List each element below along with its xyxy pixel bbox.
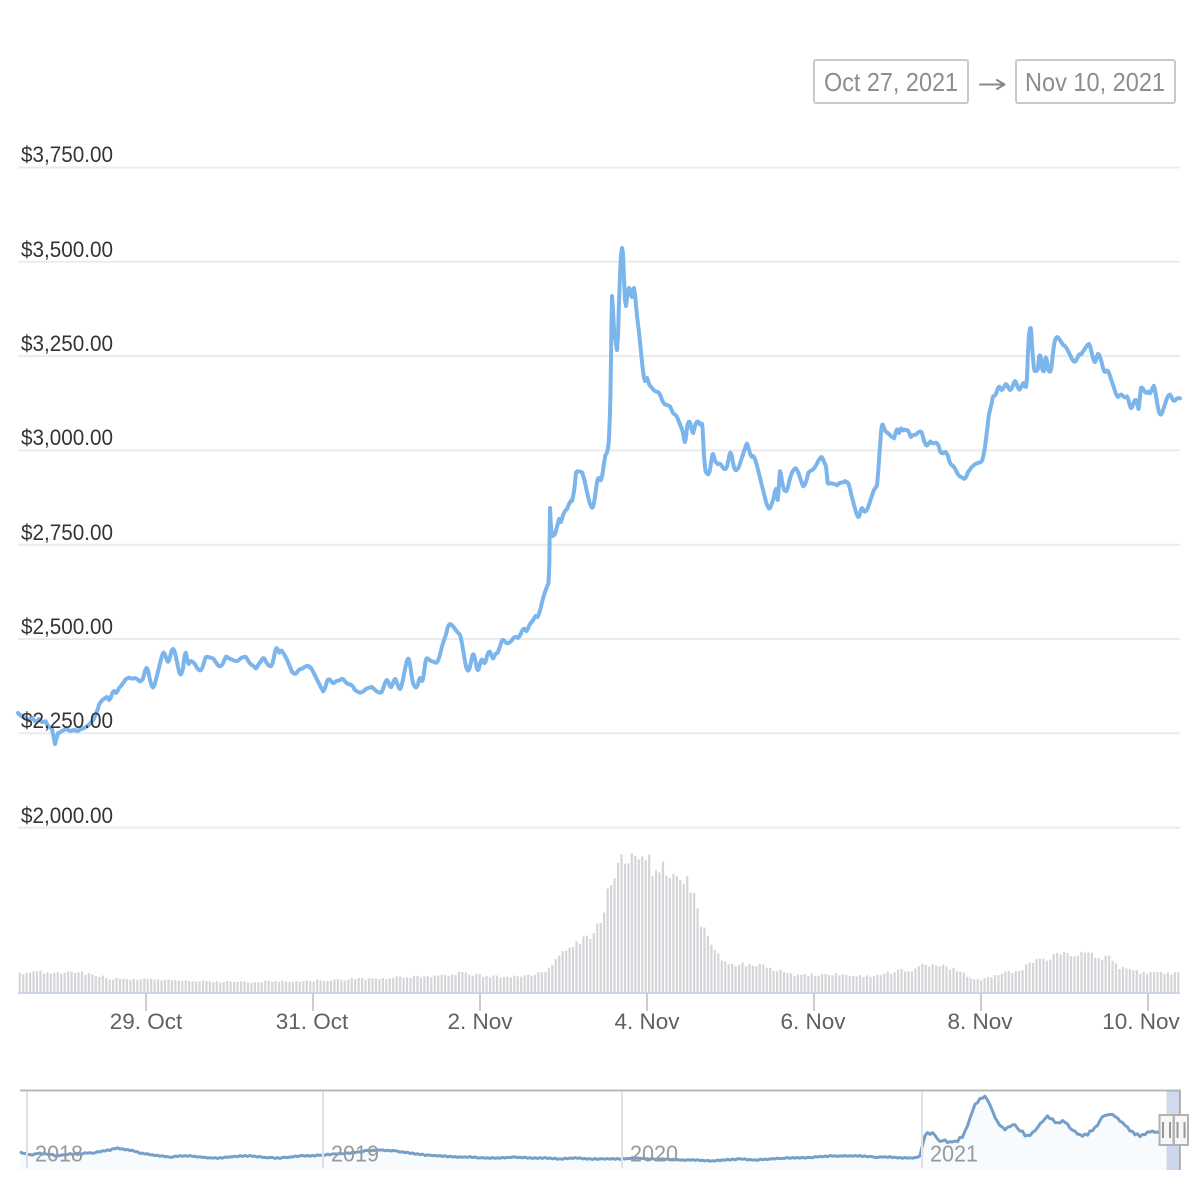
svg-text:Nov 10, 2021: Nov 10, 2021 bbox=[1025, 67, 1165, 97]
svg-text:$2,250.00: $2,250.00 bbox=[21, 708, 113, 733]
svg-text:$3,750.00: $3,750.00 bbox=[21, 142, 113, 167]
svg-text:2019: 2019 bbox=[331, 1141, 379, 1167]
svg-text:31. Oct: 31. Oct bbox=[276, 1009, 349, 1034]
svg-text:29. Oct: 29. Oct bbox=[110, 1009, 183, 1034]
svg-text:$2,750.00: $2,750.00 bbox=[21, 520, 113, 545]
svg-text:6. Nov: 6. Nov bbox=[780, 1009, 846, 1034]
svg-text:$3,250.00: $3,250.00 bbox=[21, 331, 113, 356]
svg-text:2018: 2018 bbox=[35, 1141, 83, 1167]
svg-text:10. Nov: 10. Nov bbox=[1102, 1009, 1180, 1034]
svg-text:Oct 27, 2021: Oct 27, 2021 bbox=[824, 67, 958, 97]
svg-text:2020: 2020 bbox=[630, 1141, 678, 1167]
svg-text:$3,500.00: $3,500.00 bbox=[21, 237, 113, 262]
svg-text:$2,500.00: $2,500.00 bbox=[21, 614, 113, 639]
svg-text:4. Nov: 4. Nov bbox=[614, 1009, 680, 1034]
svg-text:8. Nov: 8. Nov bbox=[947, 1009, 1013, 1034]
svg-text:$2,000.00: $2,000.00 bbox=[21, 803, 113, 828]
svg-text:2. Nov: 2. Nov bbox=[447, 1009, 513, 1034]
svg-text:$3,000.00: $3,000.00 bbox=[21, 425, 113, 450]
svg-text:2021: 2021 bbox=[930, 1141, 978, 1167]
